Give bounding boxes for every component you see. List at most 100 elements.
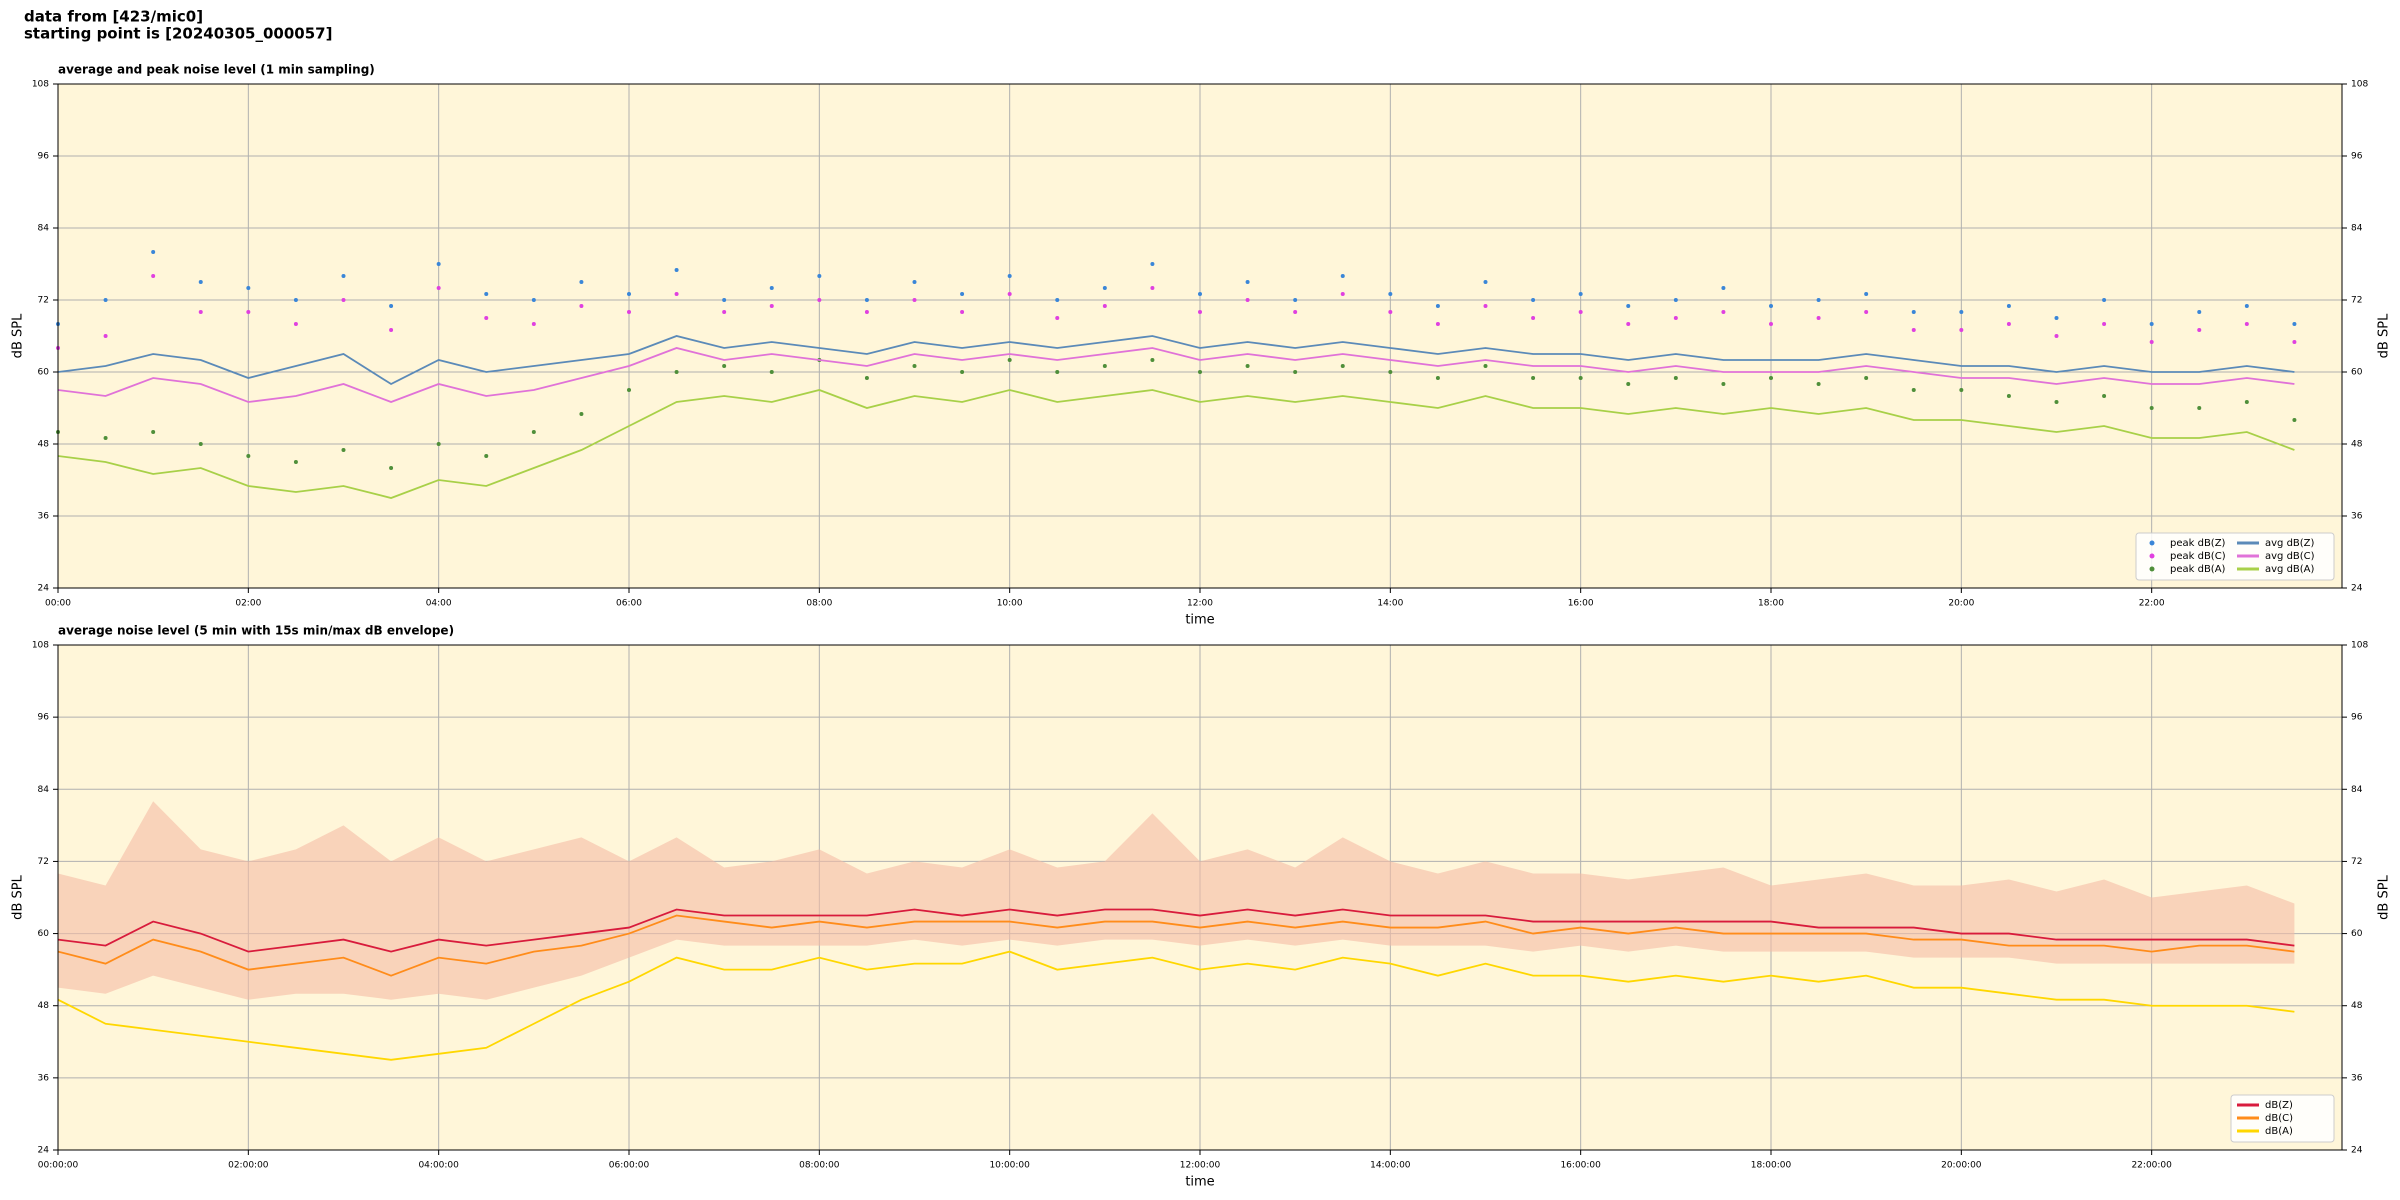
- peak-dot: [103, 436, 108, 440]
- legend-marker: [2149, 540, 2155, 546]
- peak-dot: [1578, 310, 1583, 314]
- y-tick-label: 96: [38, 152, 50, 162]
- peak-dot: [1007, 274, 1012, 278]
- peak-dot: [1531, 298, 1536, 302]
- peak-dot: [579, 412, 584, 416]
- peak-dot: [2197, 406, 2202, 410]
- peak-dot: [627, 388, 631, 392]
- peak-dot: [103, 334, 108, 338]
- y-tick-label: 84: [38, 785, 50, 795]
- legend-label: peak dB(C): [2170, 551, 2226, 562]
- legend-label: avg dB(A): [2265, 564, 2315, 575]
- legend-label: dB(Z): [2265, 1100, 2293, 1111]
- peak-dot: [1102, 304, 1107, 308]
- x-tick-label: 04:00:00: [418, 1161, 459, 1171]
- peak-dot: [1007, 358, 1012, 362]
- y-tick-label: 96: [2351, 713, 2363, 723]
- peak-dot: [246, 286, 251, 290]
- peak-dot: [2292, 340, 2297, 344]
- envelope-area: [58, 801, 2295, 1000]
- peak-dot: [198, 310, 203, 314]
- peak-dot: [484, 292, 489, 296]
- peak-dot: [1864, 310, 1869, 314]
- peak-dot: [1055, 298, 1060, 302]
- peak-dot: [579, 304, 584, 308]
- peak-dot: [769, 370, 774, 374]
- peak-dot: [912, 298, 917, 302]
- peak-dot: [1150, 358, 1155, 362]
- peak-dot: [1959, 328, 1964, 332]
- chart-title: average noise level (5 min with 15s min/…: [58, 624, 454, 638]
- peak-dot: [436, 262, 441, 266]
- peak-dot: [1911, 328, 1916, 332]
- legend-label: dB(C): [2265, 1113, 2293, 1124]
- y-axis-label: dB SPL: [11, 874, 26, 919]
- peak-dot: [1626, 322, 1631, 326]
- x-tick-label: 06:00: [616, 599, 642, 609]
- peak-dot: [341, 274, 346, 278]
- y-tick-label: 72: [2351, 296, 2362, 306]
- y-tick-label: 60: [38, 368, 50, 378]
- y-tick-label: 48: [2351, 1001, 2363, 1011]
- peak-dot: [1293, 298, 1298, 302]
- legend-marker: [2149, 553, 2155, 559]
- peak-dot: [151, 250, 156, 254]
- peak-dot: [389, 328, 394, 332]
- peak-dot: [2149, 322, 2154, 326]
- x-tick-label: 18:00: [1758, 599, 1784, 609]
- peak-dot: [1150, 286, 1155, 290]
- plot-frame: [57, 83, 2343, 589]
- peak-dot: [2292, 418, 2297, 422]
- peak-dot: [1293, 310, 1298, 314]
- peak-dot: [1293, 370, 1298, 374]
- x-tick-label: 06:00:00: [609, 1161, 650, 1171]
- peak-dot: [2244, 322, 2249, 326]
- legend-marker: [2149, 566, 2155, 572]
- peak-dot: [1578, 376, 1583, 380]
- peak-dot: [389, 466, 394, 470]
- y-tick-label: 60: [2351, 929, 2363, 939]
- y-tick-label: 108: [32, 641, 49, 651]
- peak-dot: [1435, 304, 1440, 308]
- peak-dot: [912, 364, 917, 368]
- peak-dot: [674, 292, 679, 296]
- peak-dot: [2197, 328, 2202, 332]
- peak-dot: [484, 316, 489, 320]
- x-tick-label: 14:00:00: [1370, 1161, 1411, 1171]
- y-axis-label: dB SPL: [2377, 313, 2392, 358]
- peak-dot: [1055, 370, 1060, 374]
- plot-frame: [57, 644, 2343, 1151]
- peak-dot: [1911, 388, 1916, 392]
- series-line: [58, 908, 2295, 953]
- peak-dot: [2292, 322, 2297, 326]
- legend-label: avg dB(C): [2265, 551, 2315, 562]
- y-tick-label: 24: [2351, 584, 2363, 594]
- x-tick-label: 16:00: [1568, 599, 1594, 609]
- peak-dot: [1340, 274, 1345, 278]
- x-tick-label: 20:00:00: [1941, 1161, 1982, 1171]
- peak-dot: [1340, 364, 1345, 368]
- peak-dot: [436, 442, 441, 446]
- peak-dot: [198, 280, 203, 284]
- peak-dot: [246, 310, 251, 314]
- peak-dot: [1198, 292, 1202, 296]
- peak-dot: [2102, 394, 2107, 398]
- peak-dot: [1531, 376, 1536, 380]
- peak-dot: [103, 298, 108, 302]
- series-line: [58, 950, 2295, 1061]
- peak-dot: [2006, 394, 2011, 398]
- peak-dot: [2197, 310, 2202, 314]
- y-tick-label: 24: [38, 1146, 50, 1156]
- peak-dot: [1673, 316, 1678, 320]
- series-line: [58, 914, 2295, 977]
- peak-dot: [531, 298, 536, 302]
- y-tick-label: 24: [38, 584, 50, 594]
- x-tick-label: 10:00: [997, 599, 1023, 609]
- peak-dot: [960, 370, 965, 374]
- peak-dot: [1388, 370, 1393, 374]
- legend-label: dB(A): [2265, 1126, 2293, 1137]
- peak-dot: [1816, 316, 1821, 320]
- y-tick-label: 84: [2351, 785, 2363, 795]
- peak-dot: [1911, 310, 1916, 314]
